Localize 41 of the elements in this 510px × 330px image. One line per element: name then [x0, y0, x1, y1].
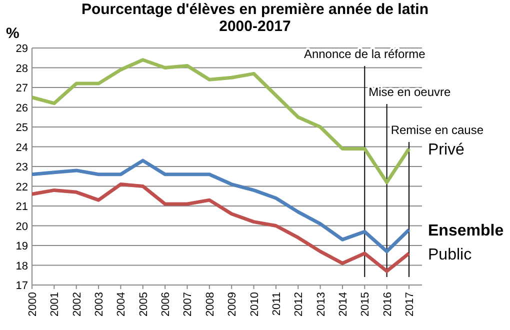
- y-tick-label: 20: [16, 220, 28, 233]
- ref-line-label: Annonce de la réforme: [304, 47, 426, 61]
- y-tick-label: 24: [16, 142, 28, 154]
- x-tick-label: 2009: [226, 292, 239, 316]
- line-series: [30, 158, 411, 254]
- y-tick-label: 28: [16, 62, 28, 75]
- y-tick-label: 27: [16, 82, 28, 94]
- x-tick-label: 2011: [270, 292, 283, 316]
- series-label: Privé: [428, 142, 465, 159]
- series-label: Ensemble: [428, 222, 504, 240]
- x-tick-label: 2008: [204, 292, 216, 316]
- x-tick-label: 2015: [360, 292, 372, 316]
- x-tick-label: 2002: [71, 292, 84, 316]
- x-tick-label: 2004: [116, 292, 128, 316]
- ref-line-label: Mise en oeuvre: [368, 85, 452, 99]
- x-tick-label: 2007: [182, 292, 194, 316]
- y-axis-title: %: [6, 25, 20, 42]
- y-tick-label: 25: [16, 122, 28, 134]
- x-tick-label: 2016: [382, 292, 394, 316]
- x-tick-label: 2017: [404, 292, 416, 316]
- x-tick-label: 2000: [27, 292, 39, 316]
- y-tick-label: 21: [16, 201, 28, 213]
- chart-title: Pourcentage d'élèves en première année de latin 2000-2017: [81, 1, 429, 35]
- x-tick-label: 2006: [160, 292, 172, 316]
- x-tick-label: 2010: [248, 292, 261, 316]
- y-tick-label: 18: [16, 260, 28, 272]
- y-tick-label: 19: [16, 240, 28, 252]
- line-series: [30, 182, 411, 273]
- x-tick-label: 2012: [293, 292, 306, 316]
- x-tick-label: 2014: [337, 292, 350, 316]
- x-tick-label: 2013: [315, 292, 328, 316]
- x-tick-label: 2003: [94, 292, 106, 316]
- y-tick-label: 23: [16, 162, 28, 174]
- ref-line-label: Remise en cause: [390, 123, 484, 137]
- x-tick-label: 2001: [49, 292, 62, 316]
- series-label: Public: [428, 246, 472, 264]
- y-tick-label: 17: [16, 280, 28, 292]
- y-tick-label: 26: [16, 102, 28, 114]
- y-tick-label: 29: [16, 43, 28, 55]
- x-tick-label: 2005: [138, 292, 150, 316]
- y-tick-label: 22: [16, 181, 28, 194]
